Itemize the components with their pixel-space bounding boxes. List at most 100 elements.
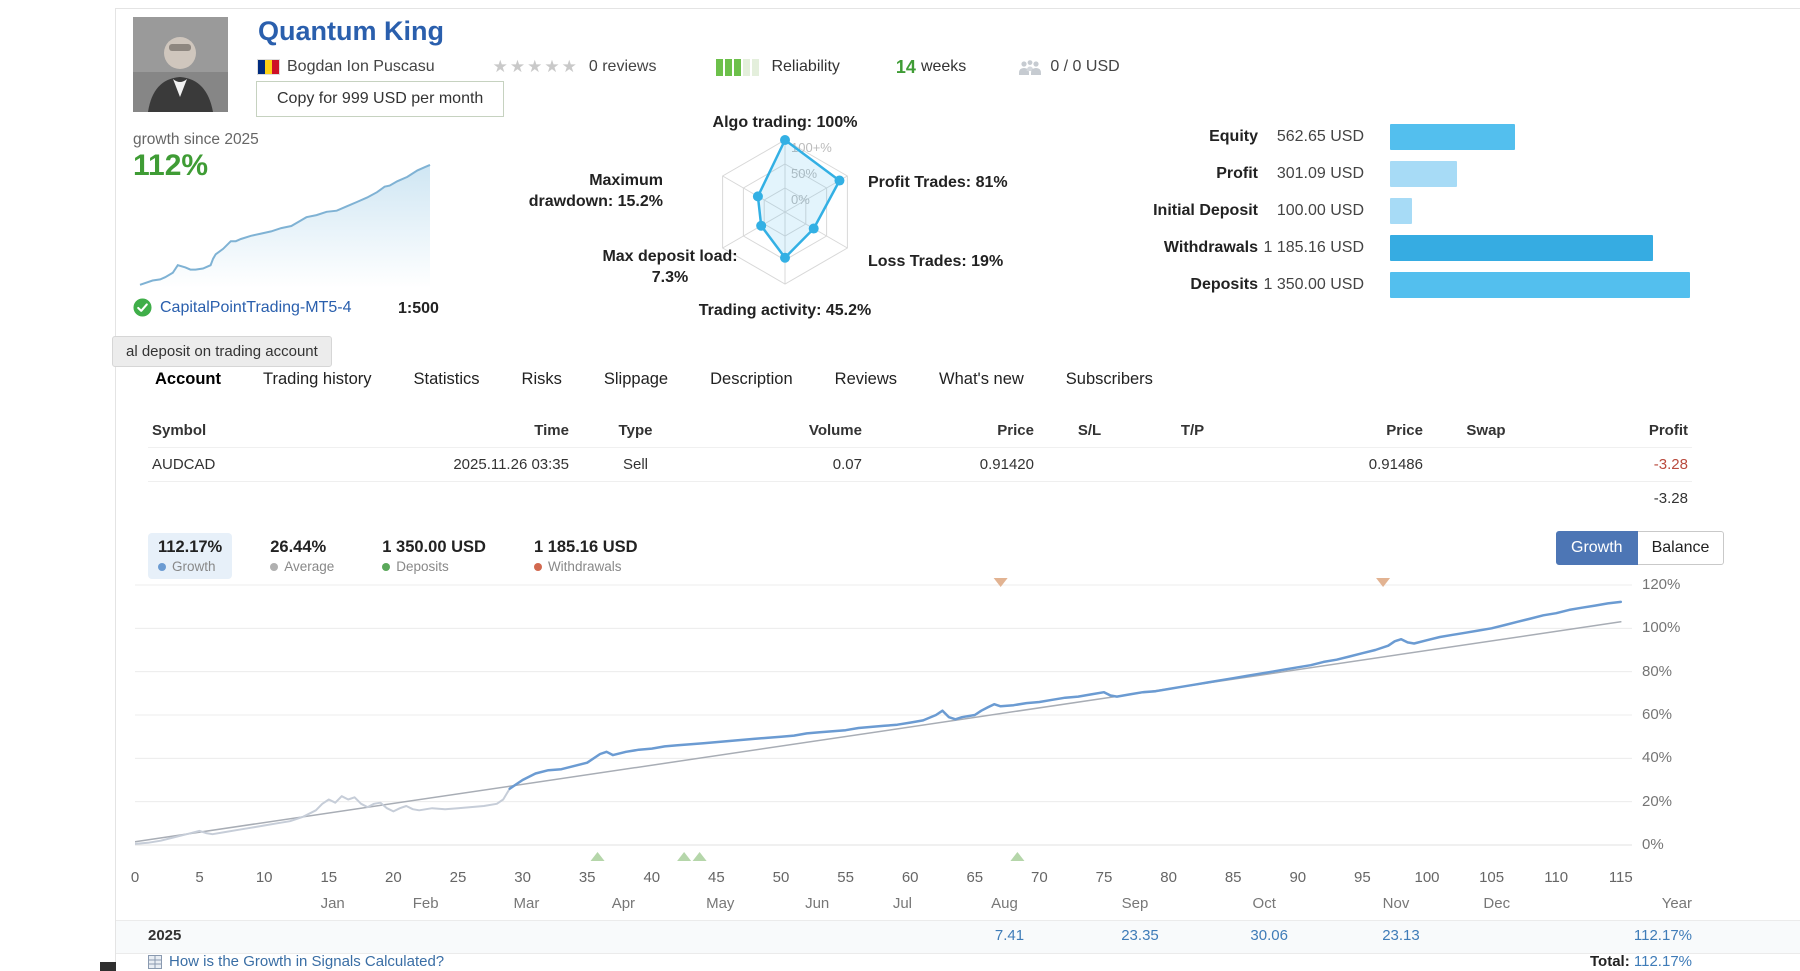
- column-header: Price: [1244, 414, 1427, 448]
- tab-description[interactable]: Description: [710, 370, 793, 388]
- tab-reviews[interactable]: Reviews: [834, 370, 898, 388]
- equity-stat-value: 1 185.16 USD: [1263, 239, 1364, 256]
- x-axis-week-label: 50: [772, 869, 790, 886]
- avatar-portrait: [133, 17, 228, 112]
- copy-signal-button[interactable]: Copy for 999 USD per month: [256, 81, 505, 117]
- x-axis-week-label: 10: [255, 869, 273, 886]
- footer-total: Total: 112.17%: [1492, 953, 1692, 970]
- x-axis-week-label: 0: [130, 869, 140, 886]
- total-cell: [1244, 482, 1427, 516]
- total-cell: -3.28: [1653, 490, 1688, 507]
- svg-text:0%: 0%: [791, 192, 810, 207]
- reliability-label: Reliability: [771, 58, 840, 75]
- romania-flag-icon: [258, 60, 279, 74]
- account-row: CapitalPointTrading-MT5-4: [133, 298, 351, 317]
- equity-stat-bar: [1390, 235, 1653, 261]
- position-cell: 0.91420: [866, 447, 1038, 482]
- weeks-value: 14: [895, 56, 916, 77]
- growth-history-chart[interactable]: [135, 575, 1635, 867]
- year-value: 2025: [148, 927, 182, 944]
- x-axis-week-label: 70: [1031, 869, 1048, 886]
- total-cell: [1427, 482, 1545, 516]
- author-name[interactable]: Bogdan Ion Puscasu: [287, 58, 435, 75]
- stat-chip-growth[interactable]: 112.17% Growth: [148, 533, 233, 579]
- radar-axis-label: Algo trading: 100%: [712, 114, 858, 131]
- equity-stat-label: Withdrawals: [1163, 239, 1258, 256]
- tab-statistics[interactable]: Statistics: [413, 370, 480, 388]
- growth-percent: 112%: [133, 149, 209, 182]
- x-axis-week-label: 100: [1414, 869, 1440, 886]
- x-axis-week-label: 35: [578, 869, 596, 886]
- monthly-return-value[interactable]: 30.06: [1250, 927, 1288, 944]
- radar-axis-label: Trading activity: 45.2%: [698, 302, 872, 319]
- stat-chip-label: Withdrawals: [533, 559, 638, 574]
- position-cell: AUDCAD: [148, 447, 333, 482]
- position-cell: [1141, 447, 1244, 482]
- x-axis-month-label: May: [706, 895, 735, 912]
- x-axis-week-label: 65: [966, 869, 984, 886]
- tab-slippage[interactable]: Slippage: [603, 370, 669, 388]
- stat-chip-label: Growth: [158, 559, 222, 574]
- total-cell: [1038, 482, 1141, 516]
- tab-trading-history[interactable]: Trading history: [263, 370, 372, 388]
- equity-stat-label: Deposits: [1190, 276, 1258, 293]
- chip-dot-icon: [533, 562, 542, 571]
- monthly-return-value[interactable]: 23.35: [1121, 927, 1159, 944]
- tab-risks[interactable]: Risks: [521, 370, 562, 388]
- x-axis-month-label: Mar: [513, 895, 540, 912]
- x-axis-week-label: 30: [514, 869, 531, 886]
- stat-chip-withdrawals[interactable]: 1 185.16 USD Withdrawals: [524, 533, 648, 579]
- rating-stars[interactable]: ★★★★★: [492, 57, 579, 76]
- broker-account-link[interactable]: CapitalPointTrading-MT5-4: [160, 298, 352, 316]
- equity-stat-bar: [1390, 272, 1690, 298]
- column-header: T/P: [1141, 414, 1244, 448]
- equity-stat-label: Profit: [1216, 165, 1258, 182]
- avatar: [133, 17, 228, 112]
- column-header: Price: [866, 414, 1038, 448]
- total-cell: [333, 482, 573, 516]
- chip-dot-icon: [158, 562, 166, 571]
- reliability-bars-icon: [716, 58, 761, 76]
- x-axis-month-label: Jan: [320, 895, 345, 912]
- tab-subscribers[interactable]: Subscribers: [1065, 370, 1153, 388]
- growth-help-link-text[interactable]: How is the Growth in Signals Calculated?: [169, 953, 445, 970]
- stat-chip-average[interactable]: 26.44% Average: [260, 533, 344, 579]
- radar-axis-label: Profit Trades: 81%: [868, 174, 1008, 191]
- year-total-return: 112.17%: [1633, 927, 1692, 944]
- position-cell: Sell: [573, 447, 698, 482]
- stat-chip-value: 26.44%: [270, 538, 327, 556]
- x-axis-week-label: 55: [837, 869, 854, 886]
- y-axis-label: 20%: [1642, 792, 1673, 810]
- y-axis-label: 120%: [1642, 575, 1681, 593]
- tab-what-s-new[interactable]: What's new: [939, 370, 1024, 388]
- page-frame: [115, 8, 1800, 971]
- growth-button[interactable]: Growth: [1556, 531, 1638, 565]
- x-axis-month-label: Jul: [892, 895, 913, 912]
- growth-sparkline-chart: [139, 163, 431, 288]
- growth-help-link[interactable]: How is the Growth in Signals Calculated?: [148, 953, 444, 970]
- page-title: Quantum King: [258, 16, 444, 46]
- balance-button[interactable]: Balance: [1637, 531, 1725, 565]
- equity-stat-value: 562.65 USD: [1276, 128, 1364, 145]
- stat-chip-deposits[interactable]: 1 350.00 USD Deposits: [372, 533, 496, 579]
- x-axis-week-label: 110: [1544, 869, 1569, 886]
- x-axis-week-label: 25: [449, 869, 467, 886]
- subscribers-count: 0 / 0 USD: [1050, 58, 1120, 75]
- column-header: S/L: [1038, 414, 1141, 448]
- equity-stat-bar: [1390, 124, 1515, 150]
- column-header: Symbol: [148, 414, 333, 448]
- stat-chip-value: 112.17%: [158, 538, 223, 556]
- monthly-return-value[interactable]: 23.13: [1382, 927, 1420, 944]
- position-cell: [1427, 447, 1545, 482]
- reviews-count[interactable]: 0 reviews: [588, 58, 657, 75]
- column-header: Profit: [1545, 414, 1692, 448]
- total-value: 112.17%: [1633, 953, 1692, 970]
- monthly-return-value[interactable]: 7.41: [994, 927, 1025, 944]
- x-axis-year-label: Year: [1661, 895, 1692, 912]
- svg-text:50%: 50%: [791, 166, 817, 181]
- x-axis-month-label: Nov: [1382, 895, 1410, 912]
- tab-account[interactable]: Account: [155, 370, 221, 388]
- viewport-corner-mark: [100, 962, 116, 971]
- growth-caption: growth since 2025: [133, 131, 259, 148]
